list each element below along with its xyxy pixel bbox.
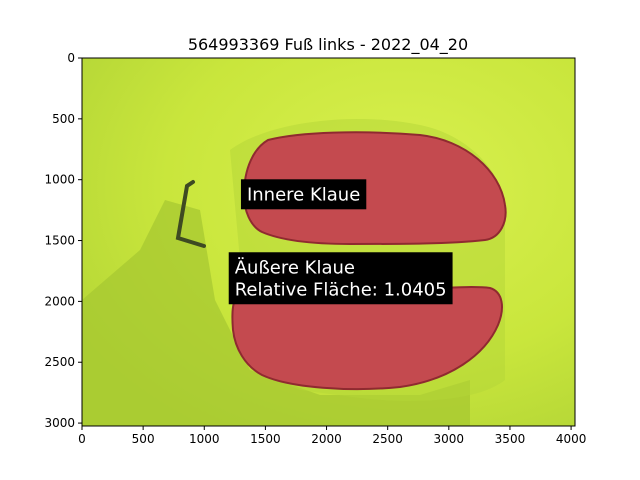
x-axis: 0 500 1000 1500 2000 2500 3000 3500 4000 bbox=[78, 426, 586, 446]
annotation-text: Innere Klaue bbox=[247, 184, 360, 205]
x-tick-label: 0 bbox=[78, 432, 86, 446]
x-tick-label: 4000 bbox=[556, 432, 587, 446]
y-tick-label: 0 bbox=[67, 51, 75, 65]
y-tick-label: 1000 bbox=[44, 173, 75, 187]
x-tick-label: 2000 bbox=[311, 432, 342, 446]
y-tick-label: 3000 bbox=[44, 416, 75, 430]
annotation-box bbox=[228, 252, 453, 305]
photo-shadow bbox=[82, 200, 470, 426]
y-tick-label: 500 bbox=[52, 112, 75, 126]
y-axis: 0 500 1000 1500 2000 2500 3000 bbox=[44, 51, 82, 430]
annotation-inner: Innere Klaue bbox=[240, 179, 367, 210]
y-tick-label: 2500 bbox=[44, 355, 75, 369]
x-tick-label: 1500 bbox=[250, 432, 281, 446]
hoof-photo bbox=[82, 58, 575, 426]
annotation-text: Äußere Klaue bbox=[235, 257, 355, 278]
chart-title: 564993369 Fuß links - 2022_04_20 bbox=[188, 35, 468, 55]
x-tick-label: 500 bbox=[132, 432, 155, 446]
annotation-box bbox=[240, 179, 367, 210]
plot-frame bbox=[81, 57, 576, 427]
y-tick-label: 2000 bbox=[44, 294, 75, 308]
x-tick-label: 3000 bbox=[434, 432, 465, 446]
x-tick-label: 1000 bbox=[189, 432, 220, 446]
x-tick-label: 3500 bbox=[495, 432, 526, 446]
x-tick-label: 2500 bbox=[372, 432, 403, 446]
annotation-text: Relative Fläche: 1.0405 bbox=[235, 279, 447, 300]
wire-mark bbox=[175, 180, 206, 248]
y-tick-label: 1500 bbox=[44, 234, 75, 248]
